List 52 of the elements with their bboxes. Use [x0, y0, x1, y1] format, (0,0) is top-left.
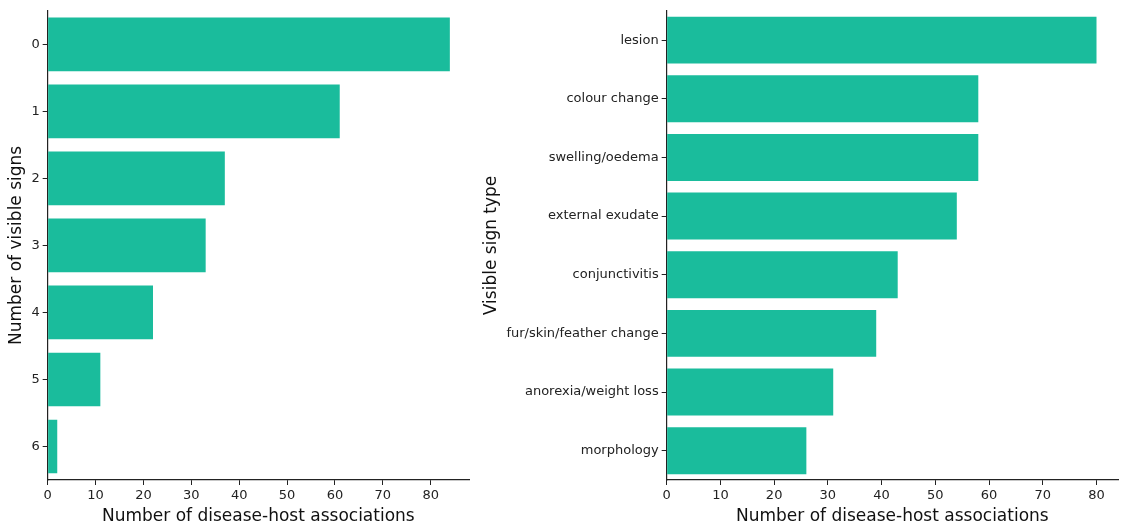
x-tick-label: 40	[873, 487, 890, 503]
y-tick-label: swelling/oedema	[548, 148, 659, 164]
y-tick-label: 1	[31, 102, 40, 118]
bar	[667, 133, 979, 181]
x-tick-label: 70	[1034, 487, 1052, 503]
bar	[667, 368, 834, 416]
bar	[48, 218, 206, 273]
x-tick-label: 50	[278, 487, 296, 503]
bar	[667, 309, 877, 357]
x-tick-label: 80	[1088, 487, 1105, 503]
y-axis-title: Visible sign type	[479, 175, 500, 316]
x-tick-label: 20	[765, 487, 783, 503]
x-tick-label: 80	[422, 487, 439, 503]
bar	[48, 151, 225, 206]
x-tick-label: 30	[183, 487, 200, 503]
y-tick-label: morphology	[580, 442, 659, 458]
x-tick-label: 40	[230, 487, 248, 503]
x-tick-label: 30	[819, 487, 837, 503]
bar	[667, 75, 979, 123]
y-tick-label: conjunctivitis	[572, 266, 659, 282]
bar	[667, 16, 1097, 64]
y-tick-label: fur/skin/feather change	[506, 324, 659, 340]
x-axis-title: Number of disease-host associations	[101, 505, 415, 526]
x-axis-title: Number of disease-host associations	[735, 505, 1049, 526]
bar	[48, 17, 450, 72]
bar	[667, 192, 957, 240]
x-tick-label: 10	[87, 487, 104, 503]
y-axis-title: Number of visible signs	[4, 145, 25, 346]
bar	[667, 251, 898, 299]
bar	[48, 84, 340, 139]
x-tick-label: 60	[980, 487, 998, 503]
x-tick-label: 0	[662, 487, 671, 503]
x-tick-label: 60	[326, 487, 344, 503]
x-tick-label: 0	[43, 487, 52, 503]
y-tick-label: 2	[31, 169, 40, 185]
x-tick-label: 20	[135, 487, 152, 503]
bar	[667, 427, 807, 475]
bar	[48, 419, 58, 474]
x-tick-label: 10	[712, 487, 729, 503]
y-tick-label: 5	[31, 370, 40, 386]
bar	[48, 285, 153, 340]
y-tick-label: anorexia/weight loss	[524, 383, 659, 399]
y-tick-label: 0	[31, 35, 40, 51]
bar	[48, 352, 101, 407]
x-tick-label: 70	[374, 487, 392, 503]
y-tick-label: external exudate	[548, 207, 659, 223]
y-tick-label: 3	[31, 236, 40, 252]
y-tick-label: colour change	[566, 90, 659, 106]
x-tick-label: 50	[927, 487, 944, 503]
y-tick-label: 6	[31, 437, 40, 453]
y-tick-label: 4	[31, 303, 40, 319]
y-tick-label: lesion	[620, 31, 659, 47]
